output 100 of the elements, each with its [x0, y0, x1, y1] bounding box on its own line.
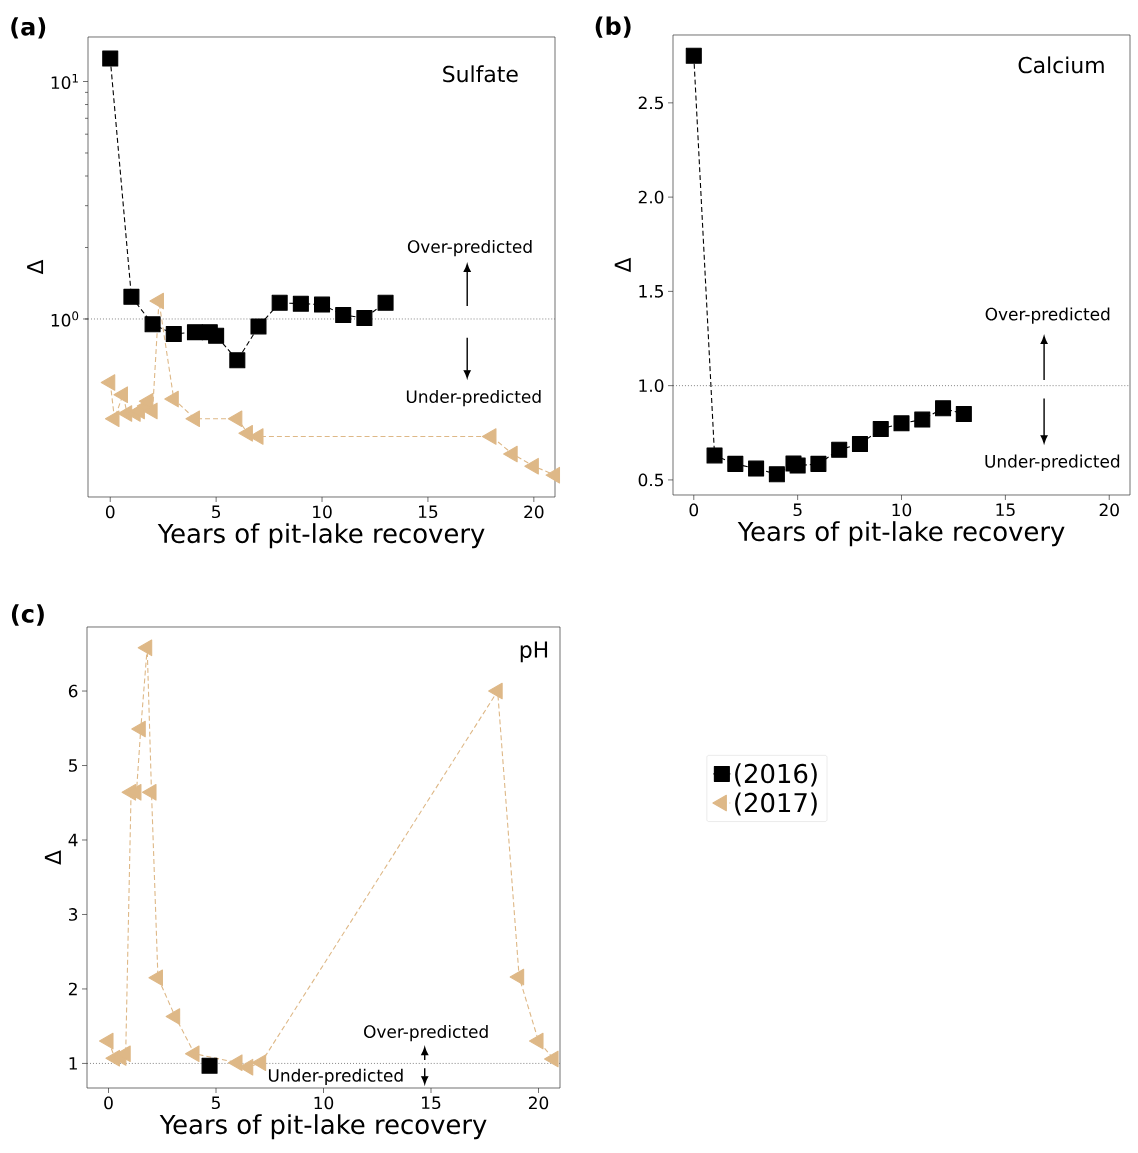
point — [165, 325, 182, 342]
y-tick-label: 0.5 — [638, 473, 664, 487]
point — [184, 1045, 200, 1063]
point — [524, 457, 539, 475]
point — [544, 1050, 559, 1068]
point — [545, 466, 561, 484]
point — [768, 466, 785, 483]
x-tick-label: 10 — [892, 503, 912, 517]
x-tick-label: 20 — [528, 1096, 549, 1110]
text: Calcium — [1018, 56, 1104, 74]
point — [165, 1008, 181, 1025]
point — [123, 288, 140, 305]
point — [229, 352, 246, 369]
annotation: Under-predicted — [406, 389, 541, 407]
annotation: Under-predicted — [985, 454, 1120, 471]
x-axis-title: Years of pit-lake recovery — [157, 523, 485, 549]
annotation: Over-predicted — [985, 307, 1110, 324]
annotation: Under-predicted — [268, 1068, 403, 1086]
text: (c) — [11, 604, 44, 626]
point — [851, 436, 868, 453]
point — [186, 324, 203, 341]
point — [727, 455, 744, 472]
annotation: Over-predicted — [364, 1024, 488, 1042]
x-tick-label: 5 — [793, 503, 802, 517]
point — [335, 306, 352, 323]
point — [251, 1054, 267, 1071]
point — [292, 295, 309, 312]
x-tick-label: 0 — [689, 503, 699, 517]
y-tick-label: 1.5 — [639, 285, 664, 298]
point — [528, 1032, 544, 1050]
point — [685, 47, 702, 64]
point — [250, 318, 267, 335]
y-tick-label: 1.0 — [639, 379, 664, 393]
y-tick-label: 10$^{1}$ — [51, 73, 78, 90]
point — [141, 784, 157, 801]
point — [100, 374, 116, 391]
y-axis-title: Δ — [44, 850, 61, 865]
x-tick-label: 10 — [314, 1096, 334, 1110]
y-tick-label: 2.0 — [638, 190, 664, 204]
point — [208, 327, 225, 344]
text: pH — [520, 641, 548, 663]
point — [748, 460, 765, 477]
y-tick-label: 5 — [69, 759, 77, 772]
point — [810, 455, 827, 472]
point — [144, 316, 161, 333]
point — [831, 441, 848, 458]
point — [872, 420, 889, 438]
legend-label: (2017) — [735, 792, 817, 816]
point — [185, 410, 200, 428]
point — [104, 410, 120, 428]
y-tick-label: 1 — [69, 1057, 77, 1070]
y-tick-label: 4 — [68, 833, 78, 847]
point — [377, 294, 394, 311]
annotation: Over-predicted — [407, 239, 532, 257]
point — [113, 386, 128, 403]
legend-label: (2016) — [735, 763, 817, 787]
text: (b) — [595, 16, 631, 38]
point — [227, 1054, 243, 1071]
y-tick-label: 10$^{0}$ — [51, 311, 79, 327]
point — [955, 405, 972, 422]
point — [98, 1032, 114, 1050]
point — [488, 682, 503, 700]
point — [314, 296, 331, 313]
point — [789, 457, 806, 474]
x-tick-label: 20 — [1099, 503, 1119, 517]
y-tick-label: 2 — [68, 982, 77, 996]
x-tick-label: 5 — [211, 1096, 220, 1110]
point — [131, 720, 146, 738]
point — [706, 447, 723, 464]
y-tick-label: 6 — [68, 684, 78, 698]
x-tick-label: 0 — [105, 505, 115, 519]
point — [935, 400, 952, 417]
x-tick-label: 15 — [422, 1096, 441, 1110]
point — [148, 969, 163, 987]
x-axis-title: Years of pit-lake recovery — [159, 1114, 487, 1140]
y-tick-label: 3 — [69, 908, 78, 921]
x-tick-label: 10 — [313, 505, 332, 519]
x-tick-label: 5 — [212, 505, 221, 519]
x-axis-title: Years of pit-lake recovery — [737, 521, 1065, 547]
x-tick-label: 20 — [524, 505, 544, 519]
point — [503, 445, 518, 463]
point — [143, 402, 158, 420]
point — [227, 410, 243, 428]
point — [914, 411, 931, 428]
point — [893, 415, 910, 432]
x-tick-label: 15 — [419, 505, 438, 519]
x-tick-label: 0 — [104, 1096, 113, 1110]
y-axis-title: Δ — [614, 257, 631, 273]
y-axis-title: Δ — [27, 259, 44, 275]
text: Sulfate — [443, 65, 518, 83]
text: (a) — [11, 17, 46, 39]
point — [102, 50, 119, 67]
point — [149, 292, 164, 310]
point — [238, 425, 253, 442]
point — [481, 428, 497, 445]
point — [137, 639, 153, 657]
y-tick-label: 2.5 — [638, 96, 664, 110]
point — [356, 309, 373, 326]
point — [164, 390, 179, 408]
x-tick-label: 15 — [996, 503, 1015, 517]
